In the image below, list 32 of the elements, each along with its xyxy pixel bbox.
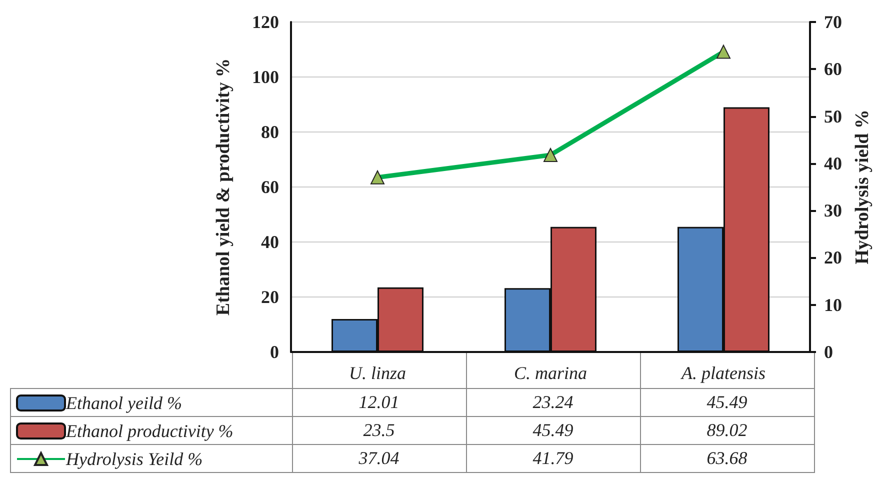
data-label: 89.02 (640, 416, 814, 444)
data-label: 23.24 (466, 388, 640, 416)
data-label: 23.5 (292, 416, 466, 444)
data-label: 45.49 (640, 388, 814, 416)
y-tick-label: 120 (252, 12, 279, 32)
y-axis-title: Ethanol yield & productivity % (213, 58, 234, 316)
legend-label: Ethanol yeild % (65, 393, 182, 413)
y2-tick-label: 50 (824, 106, 842, 126)
y-tick-label: 60 (261, 177, 279, 197)
y2-tick-label: 10 (824, 294, 842, 315)
y2-tick-label: 0 (824, 342, 833, 362)
data-label: 12.01 (292, 388, 466, 416)
y2-tick-label: 60 (824, 59, 842, 80)
x-tick-label: U. linza (348, 363, 406, 383)
x-tick-label: A. platensis (680, 363, 766, 383)
y2-tick-label: 40 (824, 153, 842, 174)
legend-label: Hydrolysis Yeild % (65, 449, 203, 469)
data-label: 41.79 (466, 444, 640, 472)
y-tick-label: 0 (270, 342, 279, 362)
data-label: 45.49 (466, 416, 640, 444)
data-label: 63.68 (640, 444, 814, 472)
y2-tick-label: 20 (824, 248, 842, 268)
y-tick-label: 20 (261, 287, 279, 307)
x-tick-label: C. marina (514, 363, 588, 383)
y2-axis-title: Hydrolysis yield % (852, 110, 873, 264)
y-tick-label: 80 (261, 122, 279, 142)
data-label: 37.04 (292, 444, 466, 472)
y2-tick-label: 30 (824, 200, 842, 221)
y-tick-label: 100 (252, 67, 279, 87)
y-tick-label: 40 (261, 232, 279, 252)
legend-label: Ethanol productivity % (65, 421, 234, 441)
y2-tick-label: 70 (824, 12, 842, 32)
